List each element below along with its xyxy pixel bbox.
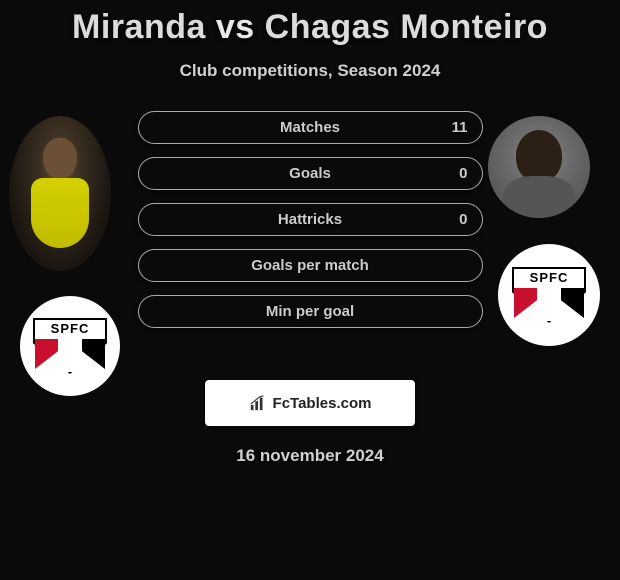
attribution-text: FcTables.com — [273, 395, 372, 412]
player2-club-badge: SPFC — [498, 244, 600, 346]
club-code: SPFC — [530, 270, 569, 285]
stat-label: Min per goal — [266, 303, 354, 320]
stat-value: 11 — [452, 119, 468, 136]
date: 16 november 2024 — [0, 446, 620, 466]
stat-goals: Goals 0 — [138, 157, 483, 190]
player2-name: Chagas Monteiro — [265, 8, 548, 46]
comparison-title: Miranda vs Chagas Monteiro — [0, 0, 620, 47]
player1-club-badge: SPFC — [20, 296, 120, 396]
club-code: SPFC — [51, 321, 90, 336]
player1-name: Miranda — [72, 8, 206, 46]
stat-goals-per-match: Goals per match — [138, 249, 483, 282]
chart-icon — [249, 394, 267, 412]
stat-min-per-goal: Min per goal — [138, 295, 483, 328]
attribution-badge: FcTables.com — [205, 380, 415, 426]
spfc-logo-icon: SPFC — [512, 258, 586, 332]
stat-label: Hattricks — [278, 211, 342, 228]
stat-label: Goals per match — [251, 257, 369, 274]
stat-value: 0 — [459, 165, 467, 182]
stat-hattricks: Hattricks 0 — [138, 203, 483, 236]
stat-matches: Matches 11 — [138, 111, 483, 144]
subtitle: Club competitions, Season 2024 — [0, 61, 620, 81]
spfc-logo-icon: SPFC — [33, 309, 107, 383]
player2-avatar — [488, 116, 590, 218]
vs-label: vs — [216, 8, 255, 46]
stats-list: Matches 11 Goals 0 Hattricks 0 Goals per… — [138, 111, 483, 328]
player1-avatar — [9, 116, 111, 271]
content-area: SPFC SPFC Matches 11 Goals 0 — [0, 111, 620, 466]
stat-label: Matches — [280, 119, 340, 136]
stat-label: Goals — [289, 165, 331, 182]
stat-value: 0 — [459, 211, 467, 228]
